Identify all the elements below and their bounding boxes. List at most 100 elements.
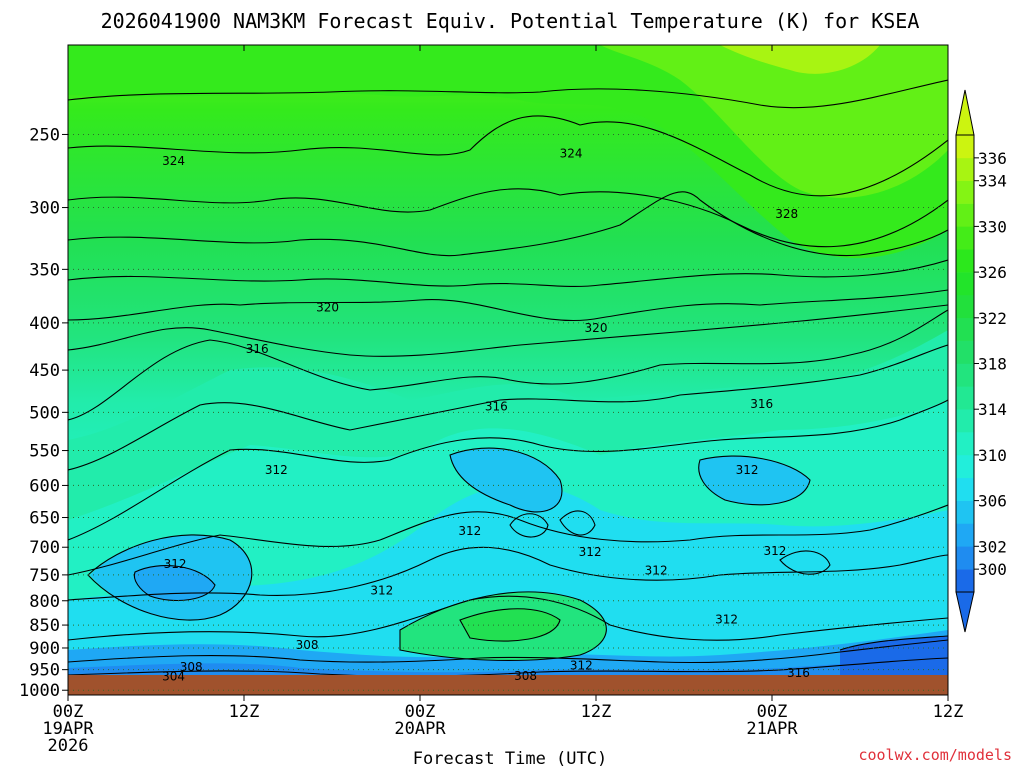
x-tick-label: 12Z xyxy=(581,702,612,722)
colorbar-segment xyxy=(956,249,974,273)
x-tick-label: 20APR xyxy=(394,719,446,739)
contour-label: 328 xyxy=(775,207,798,221)
contour-label: 324 xyxy=(162,154,185,168)
colorbar-segment xyxy=(956,203,974,227)
y-tick-label: 400 xyxy=(29,314,60,334)
colorbar-segment xyxy=(956,454,974,479)
colorbar-segment xyxy=(956,157,974,181)
contour-label: 308 xyxy=(514,669,537,683)
x-axis-label: Forecast Time (UTC) xyxy=(413,749,607,768)
contour-label: 308 xyxy=(180,660,203,674)
contour-label: 312 xyxy=(579,545,602,559)
x-tick-label: 12Z xyxy=(933,702,964,722)
contour-label: 316 xyxy=(750,397,773,411)
y-tick-label: 550 xyxy=(29,442,60,462)
y-tick-label: 850 xyxy=(29,616,60,636)
colorbar-label: 326 xyxy=(978,263,1007,282)
y-axis: 250 300 350 400 450 500 550 600 650 700 750 800 850 9… xyxy=(19,125,68,701)
fill-330-332 xyxy=(600,45,948,198)
y-tick-label: 650 xyxy=(29,509,60,529)
x-tick-label: 21APR xyxy=(746,719,798,739)
contour-label: 312 xyxy=(645,564,668,578)
contour-label: 320 xyxy=(316,301,339,315)
colorbar-label: 302 xyxy=(978,537,1007,556)
plot-area xyxy=(68,45,948,695)
x-tick-label: 19APR xyxy=(42,719,94,739)
colorbar-top-extend xyxy=(955,89,975,136)
colorbar-label: 334 xyxy=(978,172,1007,191)
y-tick-label: 450 xyxy=(29,361,60,381)
contour-label: 312 xyxy=(736,463,759,477)
colorbar-label: 314 xyxy=(978,400,1007,419)
colorbar-label: 330 xyxy=(978,217,1007,236)
contour-label: 320 xyxy=(585,321,608,335)
contour-label: 312 xyxy=(265,463,288,477)
colorbar-segment xyxy=(956,363,974,387)
contour-label: 324 xyxy=(560,146,583,160)
colorbar-segment xyxy=(956,294,974,319)
colorbar-label: 306 xyxy=(978,492,1007,511)
y-tick-label: 1000 xyxy=(19,681,60,701)
colorbar-label: 318 xyxy=(978,355,1007,374)
colorbar-segment xyxy=(956,569,974,593)
y-tick-label: 300 xyxy=(29,199,60,219)
pressure-grid xyxy=(68,133,948,691)
fill-bl-300 xyxy=(840,636,948,675)
colorbar-label: 322 xyxy=(978,309,1007,328)
cold-pocket-3 xyxy=(698,456,810,505)
contour-label: 312 xyxy=(458,524,481,538)
contour-label: 316 xyxy=(787,666,810,680)
colorbar-label: 300 xyxy=(978,560,1007,579)
contour-label: 316 xyxy=(485,400,508,414)
contour-label: 308 xyxy=(296,638,319,652)
x-tick-label: 12Z xyxy=(229,702,260,722)
colorbar-label: 336 xyxy=(978,149,1007,168)
colorbar-segment xyxy=(956,226,974,250)
contour-label: 316 xyxy=(246,342,269,356)
cold-pocket-1b xyxy=(134,565,215,601)
contour-label: 304 xyxy=(162,669,185,683)
y-tick-label: 350 xyxy=(29,260,60,280)
cold-pocket-2 xyxy=(450,448,562,512)
colorbar-segment xyxy=(956,135,974,159)
colorbar-segment xyxy=(956,432,974,456)
y-tick-label: 900 xyxy=(29,639,60,659)
contours xyxy=(68,79,948,677)
contour-label: 312 xyxy=(370,584,393,598)
colorbar-segment xyxy=(956,523,974,547)
colorbar-segment xyxy=(956,477,974,501)
y-tick-label: 250 xyxy=(29,125,60,145)
colorbar-segment xyxy=(956,340,974,364)
contour-label: 312 xyxy=(164,557,187,571)
colorbar-label: 310 xyxy=(978,446,1007,465)
y-tick-label: 700 xyxy=(29,538,60,558)
y-tick-label: 750 xyxy=(29,566,60,586)
chart-title: 2026041900 NAM3KM Forecast Equiv. Potent… xyxy=(101,9,920,33)
colorbar-segment xyxy=(956,409,974,433)
x-tick-label: 2026 xyxy=(48,736,89,756)
credit-text: coolwx.com/models xyxy=(858,746,1012,764)
x-tick-label: 00Z xyxy=(405,702,436,722)
y-tick-label: 600 xyxy=(29,476,60,496)
fill-334-336 xyxy=(720,45,880,74)
x-tick-label: 00Z xyxy=(757,702,788,722)
colorbar-segment xyxy=(956,317,974,341)
colorbar-segment xyxy=(956,272,974,296)
colorbar-segment xyxy=(956,500,974,524)
contour-label: 312 xyxy=(715,612,738,626)
warm-tongue-core xyxy=(460,608,560,641)
contour-labels: 324 324 328 320 320 316 316 316 312 312 312 312 312 3… xyxy=(162,146,810,683)
y-tick-label: 500 xyxy=(29,403,60,423)
colorbar-segment xyxy=(956,180,974,204)
colorbar-segment xyxy=(956,546,974,570)
colorbar: 300 302 306 310 314 318 322 326 330 334 336 xyxy=(955,89,1007,633)
fill-310-312 xyxy=(68,484,948,695)
y-tick-label: 950 xyxy=(29,661,60,681)
colorbar-segment xyxy=(956,386,974,410)
terrain-ground xyxy=(68,675,948,695)
colorbar-bottom-extend xyxy=(955,591,975,633)
contour-label: 312 xyxy=(570,658,593,672)
y-tick-label: 800 xyxy=(29,592,60,612)
